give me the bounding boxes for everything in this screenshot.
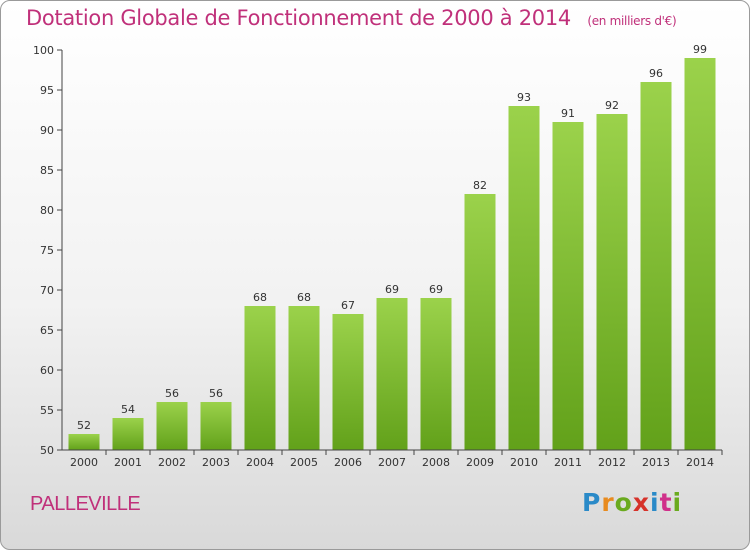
chart-title-line: Dotation Globale de Fonctionnement de 20… [26,6,677,30]
chart-title: Dotation Globale de Fonctionnement de 20… [26,6,571,30]
y-tick-label: 50 [40,444,54,457]
y-tick-label: 100 [33,44,54,57]
x-tick-label: 2003 [202,456,230,469]
data-label: 56 [165,387,179,400]
bar [200,402,232,450]
proxiti-logo: Proxiti [582,488,683,517]
y-tick-label: 95 [40,84,54,97]
x-tick-label: 2014 [686,456,714,469]
data-label: 68 [297,291,311,304]
y-tick-label: 60 [40,364,54,377]
y-tick-label: 90 [40,124,54,137]
bar [640,82,672,450]
chart-subtitle: (en milliers d'€) [587,14,677,28]
data-label: 93 [517,91,531,104]
x-tick-label: 2004 [246,456,274,469]
y-tick-label: 75 [40,244,54,257]
bar [332,314,364,450]
y-tick-label: 70 [40,284,54,297]
data-label: 68 [253,291,267,304]
bar [596,114,628,450]
data-label: 69 [385,283,399,296]
bar [508,106,540,450]
data-label: 54 [121,403,135,416]
bar [288,306,320,450]
data-label: 96 [649,67,663,80]
commune-name: PALLEVILLE [30,493,141,515]
bar [552,122,584,450]
bar [68,434,100,450]
data-label: 99 [693,43,707,56]
bar [376,298,408,450]
y-tick-label: 65 [40,324,54,337]
x-tick-label: 2011 [554,456,582,469]
x-tick-label: 2007 [378,456,406,469]
x-tick-label: 2009 [466,456,494,469]
y-tick-label: 80 [40,204,54,217]
bar [244,306,276,450]
bar [464,194,496,450]
data-label: 56 [209,387,223,400]
x-tick-label: 2006 [334,456,362,469]
data-label: 92 [605,99,619,112]
x-tick-label: 2001 [114,456,142,469]
x-tick-label: 2008 [422,456,450,469]
data-label: 67 [341,299,355,312]
y-tick-label: 55 [40,404,54,417]
bar [112,418,144,450]
x-tick-label: 2013 [642,456,670,469]
bar [420,298,452,450]
bars: 52 54 56 56 68 68 67 69 69 82 93 91 92 96 99 [68,43,716,450]
data-label: 91 [561,107,575,120]
bar [156,402,188,450]
x-axis: 2000 2001 2002 2003 2004 2005 2006 2007 2008 2009… [62,449,723,469]
x-tick-label: 2010 [510,456,538,469]
x-tick-label: 2000 [70,456,98,469]
bar [684,58,716,450]
x-tick-label: 2012 [598,456,626,469]
data-label: 82 [473,179,487,192]
data-label: 69 [429,283,443,296]
data-label: 52 [77,419,91,432]
x-tick-label: 2005 [290,456,318,469]
y-axis: 50 55 60 65 70 75 80 85 90 95 100 [33,44,63,457]
y-tick-label: 85 [40,164,54,177]
x-tick-label: 2002 [158,456,186,469]
